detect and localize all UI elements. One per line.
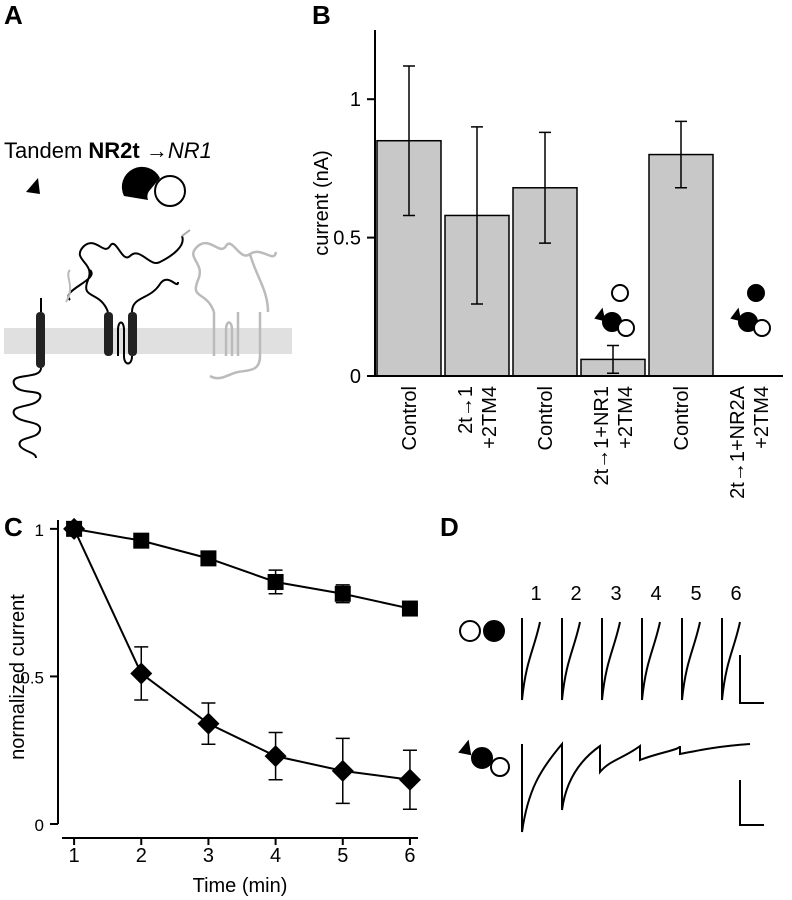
marker: [398, 768, 421, 791]
x-tick-label: 2t→1+NR1: [591, 386, 613, 486]
y-axis-label: normalized current: [7, 594, 29, 760]
panel-label: B: [312, 0, 331, 30]
marker: [267, 573, 284, 590]
trace-label: 3: [610, 583, 621, 605]
x-tick-label: 5: [337, 845, 348, 867]
x-axis-label: Time (min): [193, 875, 288, 897]
y-axis-label: current (nA): [311, 150, 333, 256]
error-bar: [607, 344, 619, 374]
y-tick-label: 1: [35, 521, 44, 540]
x-tick-label: +2TM4: [479, 386, 501, 449]
marker: [331, 759, 354, 782]
y-tick-label: 0.5: [20, 668, 44, 687]
marker: [63, 517, 86, 540]
marker: [197, 712, 220, 735]
x-tick-label: 2: [136, 845, 147, 867]
panel-d-traces: [458, 618, 764, 833]
x-tick-label: 1: [69, 845, 80, 867]
x-tick-label: Control: [671, 386, 693, 450]
error-bar: [471, 126, 483, 305]
marker: [264, 745, 287, 768]
marker: [401, 600, 418, 617]
series-line: [73, 527, 411, 610]
x-tick-label: +2TM4: [615, 386, 637, 449]
title-part: →: [140, 138, 168, 163]
trace-label: 4: [650, 583, 661, 605]
marker: [133, 532, 150, 549]
trace-label: 6: [730, 583, 741, 605]
bar: [648, 153, 714, 377]
trace-label: 1: [530, 583, 541, 605]
marker: [200, 550, 217, 567]
error-bar: [675, 120, 687, 189]
marker: [334, 585, 351, 602]
y-tick-label: 0: [35, 816, 44, 835]
x-tick-label: Control: [399, 386, 421, 450]
x-tick-label: 4: [270, 845, 281, 867]
y-tick-label: 0.5: [333, 228, 361, 250]
x-tick-label: 3: [203, 845, 214, 867]
x-tick-label: +2TM4: [751, 386, 773, 449]
error-bar: [403, 65, 415, 217]
trace-label: 2: [570, 583, 581, 605]
panel-label: C: [4, 512, 23, 542]
panel-a-title: Tandem NR2t →NR1: [4, 138, 212, 163]
x-tick-label: Control: [535, 386, 557, 450]
trace-label: 5: [690, 583, 701, 605]
series-line: [73, 528, 411, 781]
x-tick-label: 2t→1: [455, 386, 477, 434]
x-tick-label: 6: [404, 845, 415, 867]
y-tick-label: 1: [350, 89, 361, 111]
error-bar: [539, 131, 551, 244]
y-tick-label: 0: [350, 366, 361, 388]
panel-a-diagram: [4, 166, 292, 459]
x-tick-label: 2t→1+NR2A: [727, 385, 749, 498]
panel-label: D: [440, 512, 459, 542]
title-part: NR2t: [88, 138, 140, 163]
marker: [130, 662, 153, 685]
title-part: Tandem: [4, 138, 88, 163]
panel-label: A: [4, 0, 23, 30]
title-part: NR1: [168, 138, 212, 163]
